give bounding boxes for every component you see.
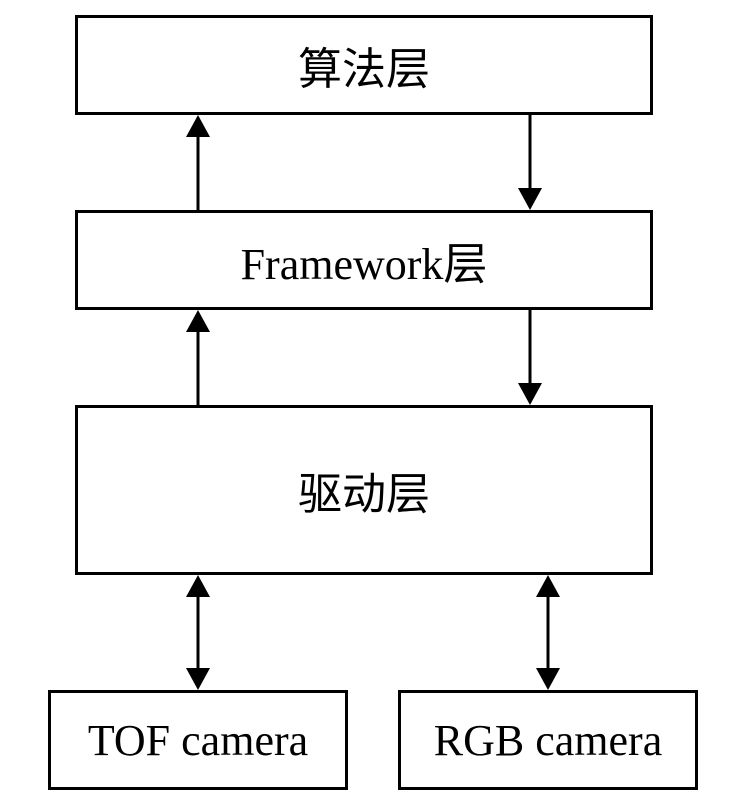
node-driver-layer: 驱动层	[75, 405, 653, 575]
node-label: 算法层	[298, 33, 430, 97]
node-algorithm-layer: 算法层	[75, 15, 653, 115]
node-rgb-camera: RGB camera	[398, 690, 698, 790]
node-tof-camera: TOF camera	[48, 690, 348, 790]
node-label: TOF camera	[88, 715, 308, 766]
node-label: RGB camera	[434, 715, 662, 766]
node-label: Framework层	[241, 228, 488, 292]
node-label: 驱动层	[298, 458, 430, 522]
node-framework-layer: Framework层	[75, 210, 653, 310]
